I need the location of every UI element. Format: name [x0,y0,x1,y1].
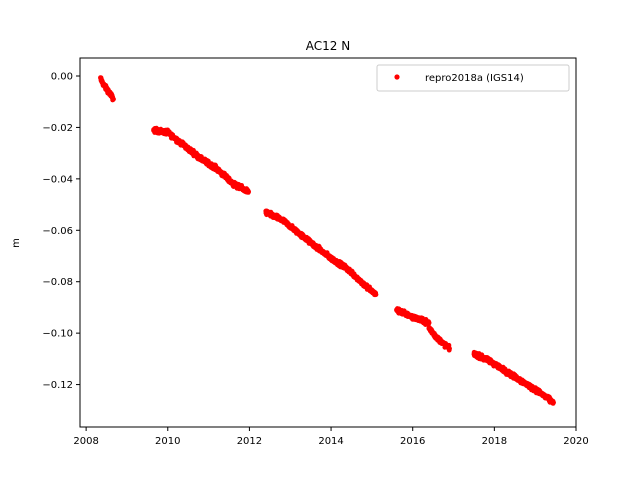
y-axis-label: m [11,238,22,248]
x-tick-label: 2008 [73,436,98,447]
data-point [373,292,379,297]
y-tick-label: −0.02 [42,123,73,134]
legend: repro2018a (IGS14) [376,64,570,92]
y-tick-label: −0.04 [42,174,73,185]
y-tick-label: −0.08 [42,277,73,288]
y-axis: 0.00 −0.02 −0.04 −0.06 −0.08 −0.10 −0.12 [42,72,80,391]
data-points [98,75,556,406]
y-tick-label: −0.12 [42,380,73,391]
legend-marker [394,74,400,80]
x-tick-label: 2010 [155,436,180,447]
x-tick-label: 2018 [482,436,507,447]
y-tick-label: −0.06 [42,226,73,237]
x-tick-label: 2016 [400,436,425,447]
data-point [551,400,556,405]
legend-label: repro2018a (IGS14) [425,73,524,84]
x-tick-label: 2012 [237,436,262,447]
data-point [246,189,252,195]
legend-box [376,64,570,92]
x-axis: 2008 2010 2012 2014 2016 2018 2020 [73,427,589,447]
x-tick-label: 2020 [563,436,588,447]
chart-title: AC12 N [306,39,350,53]
data-point [426,320,432,326]
y-tick-label: −0.10 [42,329,73,340]
y-tick-label: 0.00 [51,72,73,83]
data-point [111,96,116,102]
x-tick-label: 2014 [318,436,343,447]
plot-area-frame [79,57,577,428]
data-point [447,346,452,351]
